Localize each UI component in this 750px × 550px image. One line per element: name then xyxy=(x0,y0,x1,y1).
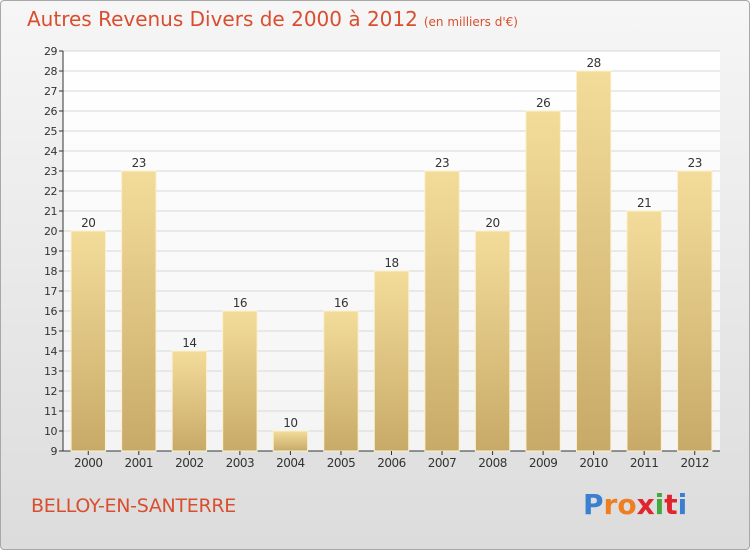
y-tick-label: 12 xyxy=(44,385,57,398)
y-tick-label: 29 xyxy=(44,45,57,58)
commune-name: BELLOY-EN-SANTERRE xyxy=(31,495,236,517)
chart-title-text: Autres Revenus Divers de 2000 à 2012 xyxy=(27,7,418,31)
x-tick-label: 2011 xyxy=(630,456,659,470)
bar-value-label: 28 xyxy=(587,56,601,70)
y-tick-label: 9 xyxy=(51,445,58,458)
bar-2002 xyxy=(171,350,208,452)
bar-value-label: 18 xyxy=(384,256,398,270)
bar-value-label: 23 xyxy=(688,156,702,170)
bar-value-label: 16 xyxy=(334,296,348,310)
logo-letter: r xyxy=(603,488,618,521)
logo-letter: o xyxy=(617,488,637,521)
y-tick-label: 24 xyxy=(44,145,57,158)
bar-2012 xyxy=(677,170,713,452)
x-tick-label: 2001 xyxy=(125,456,154,470)
x-tick-label: 2003 xyxy=(226,456,255,470)
bar-2008 xyxy=(474,230,511,452)
bar-value-label: 21 xyxy=(637,196,651,210)
x-tick-label: 2000 xyxy=(74,456,103,470)
y-tick-label: 19 xyxy=(44,245,57,258)
y-tick-label: 20 xyxy=(44,225,57,238)
bar-value-label: 14 xyxy=(182,336,196,350)
proxiti-logo: Proxiti xyxy=(583,488,687,521)
bar-2006 xyxy=(373,270,410,452)
x-tick-label: 2007 xyxy=(428,456,457,470)
y-tick-label: 26 xyxy=(44,105,57,118)
y-tick-label: 22 xyxy=(44,185,57,198)
chart-subtitle: (en milliers d'€) xyxy=(423,15,518,29)
logo-letter: i xyxy=(677,488,688,521)
bar-2003 xyxy=(222,310,258,452)
y-tick-label: 23 xyxy=(44,165,57,178)
y-tick-label: 13 xyxy=(44,365,57,378)
bar-value-label: 16 xyxy=(233,296,247,310)
y-tick-label: 10 xyxy=(44,425,57,438)
bar-2011 xyxy=(626,210,662,452)
x-tick-label: 2004 xyxy=(276,456,305,470)
bar-2010 xyxy=(575,70,612,452)
logo-letter: x xyxy=(636,488,655,521)
x-tick-label: 2010 xyxy=(579,456,608,470)
bar-value-label: 23 xyxy=(435,156,449,170)
logo-letter: t xyxy=(664,488,678,521)
y-tick-label: 14 xyxy=(44,345,57,358)
y-tick-label: 27 xyxy=(44,85,57,98)
bar-value-label: 20 xyxy=(81,216,95,230)
bar-2001 xyxy=(121,170,157,452)
bar-value-label: 23 xyxy=(132,156,146,170)
bar-2007 xyxy=(424,170,460,452)
logo-letter: P xyxy=(583,488,604,521)
bar-value-label: 20 xyxy=(485,216,499,230)
y-tick-label: 15 xyxy=(44,325,57,338)
y-tick-label: 11 xyxy=(44,405,57,418)
bar-2004 xyxy=(272,430,309,452)
chart-title: Autres Revenus Divers de 2000 à 2012 (en … xyxy=(27,7,518,31)
x-tick-label: 2012 xyxy=(680,456,709,470)
bar-2000 xyxy=(70,230,106,452)
y-tick-label: 16 xyxy=(44,305,57,318)
logo-letter: i xyxy=(654,488,665,521)
x-tick-label: 2006 xyxy=(377,456,406,470)
y-tick-label: 28 xyxy=(44,65,57,78)
bar-value-label: 26 xyxy=(536,96,550,110)
y-tick-label: 18 xyxy=(44,265,57,278)
x-tick-label: 2009 xyxy=(529,456,558,470)
bar-2009 xyxy=(525,110,561,452)
x-tick-label: 2008 xyxy=(478,456,507,470)
y-tick-label: 25 xyxy=(44,125,57,138)
bar-2005 xyxy=(323,310,359,452)
x-tick-label: 2002 xyxy=(175,456,204,470)
y-tick-label: 17 xyxy=(44,285,57,298)
bar-value-label: 10 xyxy=(283,416,297,430)
x-tick-label: 2005 xyxy=(327,456,356,470)
y-tick-label: 21 xyxy=(44,205,57,218)
